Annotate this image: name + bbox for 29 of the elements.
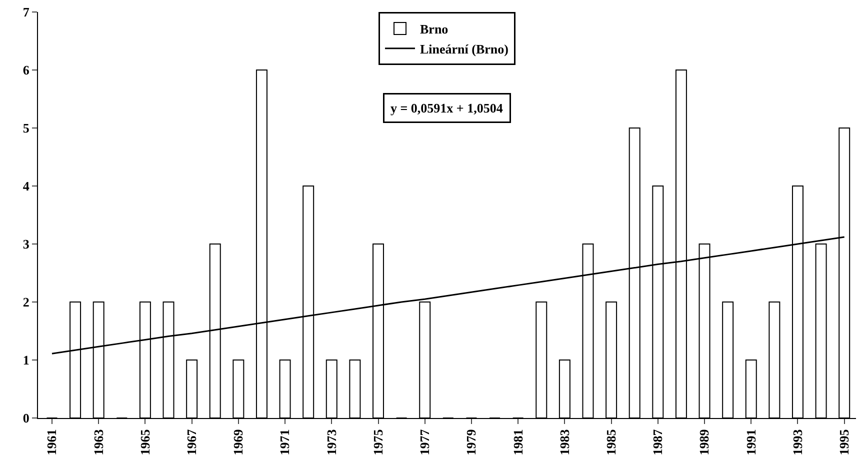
x-tick-label: 1991 [743,429,758,456]
x-tick-label: 1973 [324,428,339,456]
y-tick-label: 0 [22,410,30,426]
x-tick-label: 1977 [417,428,432,456]
x-tick-label: 1969 [230,428,246,456]
x-tick-label: 1963 [90,428,106,456]
y-tick-label: 7 [22,4,30,20]
y-tick-label: 4 [22,178,30,194]
y-tick-label: 2 [22,294,30,310]
x-tick-label: 1989 [696,428,712,456]
y-tick-label: 5 [22,120,30,136]
x-tick-label: 1981 [510,429,526,456]
legend-label: Brno [420,22,448,37]
x-tick-label: 1995 [836,428,852,456]
x-tick-label: 1967 [184,428,200,456]
x-tick-label: 1961 [44,429,60,456]
x-tick-label: 1993 [790,428,805,456]
y-tick-label: 6 [22,62,30,78]
x-tick-label: 1987 [650,428,666,456]
x-tick-label: 1979 [464,428,479,456]
y-tick-label: 1 [22,352,30,368]
legend-label: Lineární (Brno) [420,41,508,56]
x-tick-label: 1975 [370,428,386,456]
annotation: y = 0,0591x + 1,0504 [390,100,504,116]
x-tick-label: 1985 [604,428,619,456]
x-tick-label: 1983 [556,428,572,456]
x-tick-label: 1965 [137,428,152,456]
x-tick-label: 1971 [277,429,292,456]
y-tick-label: 3 [22,236,30,252]
